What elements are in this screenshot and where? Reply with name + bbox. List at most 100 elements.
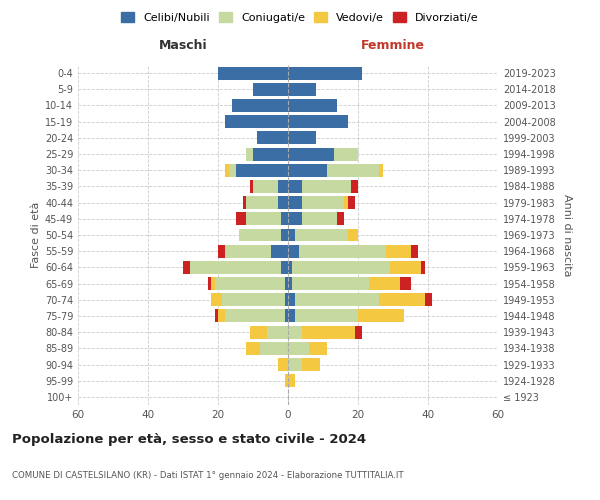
Bar [288, 374, 295, 387]
Bar [302, 180, 351, 193]
Y-axis label: Fasce di età: Fasce di età [31, 202, 41, 268]
Bar [208, 277, 211, 290]
Bar [288, 261, 292, 274]
Text: Popolazione per età, sesso e stato civile - 2024: Popolazione per età, sesso e stato civil… [12, 432, 366, 446]
Bar [302, 212, 337, 226]
Bar [288, 180, 302, 193]
Bar [309, 342, 326, 355]
Bar [288, 164, 326, 176]
Bar [292, 277, 368, 290]
Bar [235, 164, 288, 176]
Bar [246, 212, 281, 226]
Bar [260, 342, 288, 355]
Bar [215, 310, 218, 322]
Bar [246, 196, 277, 209]
Bar [277, 358, 288, 371]
Bar [257, 132, 288, 144]
Bar [337, 212, 344, 226]
Bar [344, 196, 347, 209]
Bar [218, 310, 225, 322]
Bar [232, 99, 288, 112]
Bar [302, 196, 344, 209]
Bar [250, 326, 267, 338]
Bar [288, 228, 295, 241]
Bar [355, 326, 361, 338]
Bar [218, 66, 288, 80]
Bar [225, 244, 271, 258]
Bar [221, 294, 284, 306]
Bar [288, 132, 316, 144]
Bar [253, 83, 288, 96]
Bar [299, 244, 386, 258]
Bar [235, 212, 246, 226]
Bar [225, 115, 288, 128]
Bar [218, 244, 225, 258]
Bar [347, 228, 358, 241]
Bar [295, 310, 358, 322]
Bar [284, 277, 288, 290]
Bar [288, 212, 302, 226]
Bar [288, 83, 316, 96]
Bar [302, 358, 320, 371]
Bar [281, 261, 288, 274]
Bar [277, 196, 288, 209]
Bar [288, 277, 292, 290]
Bar [253, 148, 288, 160]
Bar [421, 261, 425, 274]
Bar [246, 342, 260, 355]
Bar [358, 310, 404, 322]
Bar [295, 228, 347, 241]
Text: Femmine: Femmine [361, 39, 425, 52]
Bar [288, 342, 309, 355]
Bar [288, 244, 299, 258]
Bar [302, 326, 355, 338]
Bar [288, 358, 302, 371]
Bar [284, 310, 288, 322]
Bar [288, 148, 334, 160]
Bar [292, 261, 389, 274]
Bar [190, 261, 281, 274]
Bar [215, 277, 284, 290]
Bar [288, 326, 302, 338]
Bar [379, 294, 425, 306]
Bar [386, 244, 410, 258]
Bar [288, 294, 295, 306]
Bar [183, 261, 190, 274]
Bar [225, 164, 229, 176]
Bar [288, 66, 361, 80]
Bar [347, 196, 355, 209]
Bar [351, 180, 358, 193]
Bar [410, 244, 418, 258]
Bar [277, 180, 288, 193]
Bar [425, 294, 431, 306]
Bar [250, 180, 253, 193]
Bar [229, 164, 235, 176]
Bar [295, 294, 379, 306]
Bar [284, 374, 288, 387]
Bar [281, 228, 288, 241]
Bar [288, 196, 302, 209]
Legend: Celibi/Nubili, Coniugati/e, Vedovi/e, Divorziati/e: Celibi/Nubili, Coniugati/e, Vedovi/e, Di… [117, 8, 483, 28]
Bar [288, 310, 295, 322]
Bar [253, 180, 277, 193]
Bar [288, 99, 337, 112]
Bar [239, 228, 281, 241]
Y-axis label: Anni di nascita: Anni di nascita [562, 194, 572, 276]
Bar [211, 294, 221, 306]
Bar [368, 277, 400, 290]
Bar [267, 326, 288, 338]
Bar [271, 244, 288, 258]
Text: Maschi: Maschi [158, 39, 208, 52]
Text: COMUNE DI CASTELSILANO (KR) - Dati ISTAT 1° gennaio 2024 - Elaborazione TUTTITAL: COMUNE DI CASTELSILANO (KR) - Dati ISTAT… [12, 470, 404, 480]
Bar [246, 148, 253, 160]
Bar [211, 277, 215, 290]
Bar [225, 310, 284, 322]
Bar [281, 212, 288, 226]
Bar [242, 196, 246, 209]
Bar [288, 115, 347, 128]
Bar [284, 294, 288, 306]
Bar [334, 148, 358, 160]
Bar [379, 164, 383, 176]
Bar [389, 261, 421, 274]
Bar [400, 277, 410, 290]
